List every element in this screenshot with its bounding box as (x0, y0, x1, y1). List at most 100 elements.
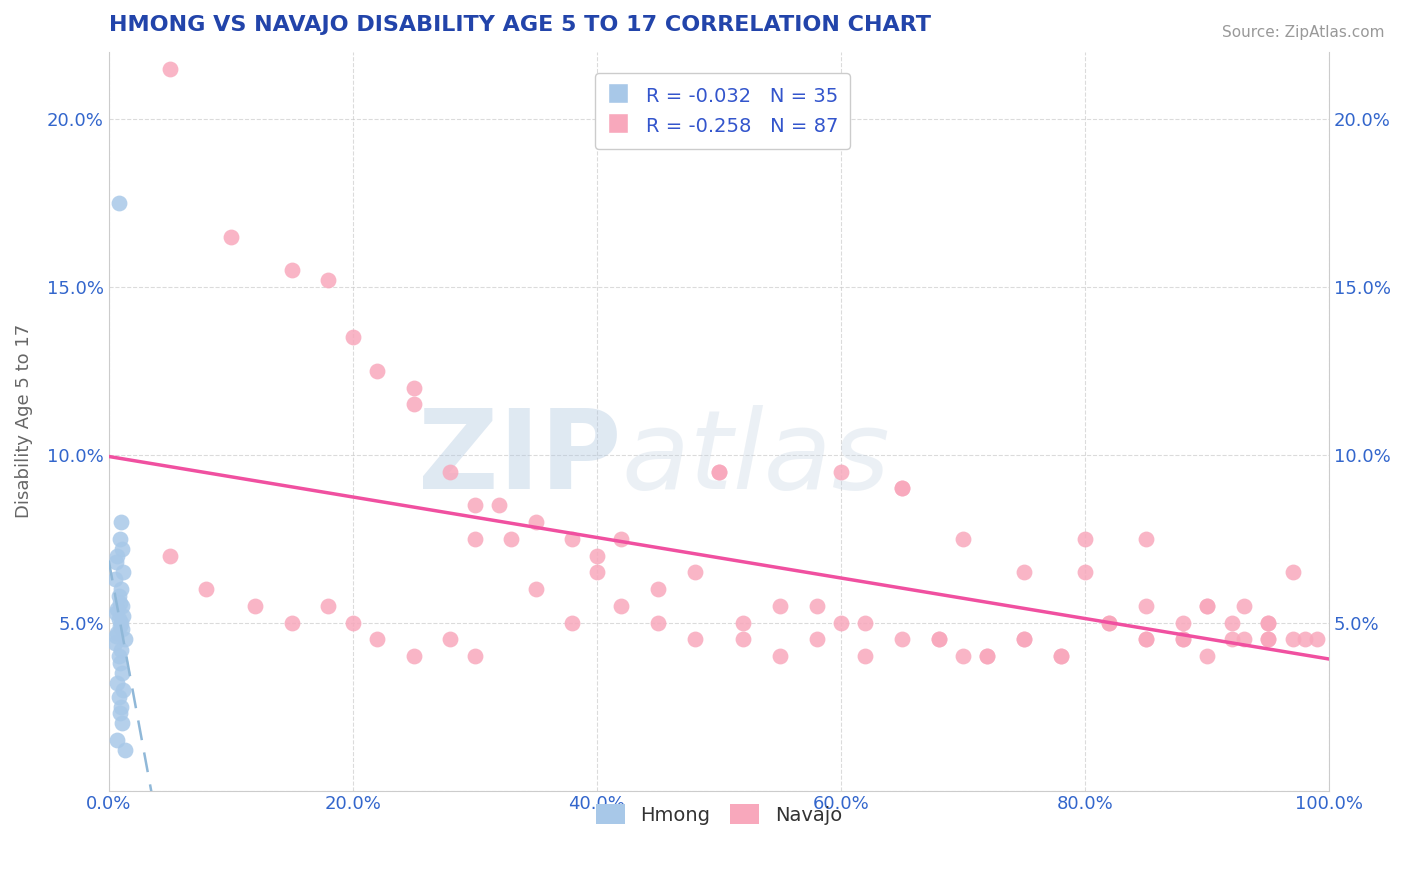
Point (281, 263, 304, 277)
Point (318, 599, 340, 613)
Point (108, 656, 131, 670)
Point (318, 273, 340, 287)
Point (1197, 649, 1219, 664)
Point (1233, 599, 1256, 613)
Point (891, 482, 914, 496)
Point (586, 549, 609, 563)
Point (439, 465, 461, 479)
Legend: Hmong, Navajo: Hmong, Navajo (585, 792, 853, 837)
Point (402, 381, 425, 395)
Point (112, 609, 135, 624)
Point (110, 699, 132, 714)
Point (111, 623, 134, 637)
Point (111, 666, 134, 681)
Point (928, 632, 950, 647)
Point (402, 397, 425, 411)
Point (110, 642, 132, 657)
Point (830, 465, 852, 479)
Point (1012, 632, 1035, 647)
Y-axis label: Disability Age 5 to 17: Disability Age 5 to 17 (15, 324, 32, 518)
Point (1171, 632, 1194, 647)
Point (733, 615, 755, 630)
Point (104, 572, 127, 586)
Point (1171, 615, 1194, 630)
Point (366, 632, 388, 647)
Point (891, 632, 914, 647)
Point (1135, 632, 1157, 647)
Point (853, 649, 876, 664)
Point (524, 582, 547, 596)
Point (1098, 615, 1121, 630)
Point (112, 682, 135, 697)
Point (806, 632, 828, 647)
Point (105, 606, 128, 620)
Point (105, 549, 128, 563)
Point (976, 649, 998, 664)
Point (683, 632, 706, 647)
Point (928, 632, 950, 647)
Point (342, 330, 364, 344)
Point (159, 62, 181, 76)
Point (105, 676, 128, 690)
Point (647, 615, 669, 630)
Point (561, 615, 583, 630)
Text: atlas: atlas (621, 405, 890, 512)
Point (1135, 632, 1157, 647)
Point (1233, 632, 1256, 647)
Point (195, 582, 218, 596)
Text: ZIP: ZIP (418, 405, 621, 512)
Point (610, 599, 633, 613)
Point (1257, 632, 1279, 647)
Point (366, 364, 388, 378)
Point (1135, 532, 1157, 546)
Point (111, 599, 134, 613)
Point (402, 649, 425, 664)
Point (707, 465, 730, 479)
Point (105, 602, 128, 616)
Point (110, 515, 132, 529)
Point (107, 649, 129, 664)
Point (108, 706, 131, 721)
Text: Source: ZipAtlas.com: Source: ZipAtlas.com (1222, 25, 1385, 40)
Text: HMONG VS NAVAJO DISABILITY AGE 5 TO 17 CORRELATION CHART: HMONG VS NAVAJO DISABILITY AGE 5 TO 17 C… (108, 15, 931, 35)
Point (105, 625, 128, 640)
Point (806, 599, 828, 613)
Point (110, 615, 132, 630)
Point (112, 566, 135, 580)
Point (769, 599, 792, 613)
Point (733, 632, 755, 647)
Point (1171, 632, 1194, 647)
Point (586, 566, 609, 580)
Point (107, 589, 129, 603)
Point (1281, 632, 1303, 647)
Point (830, 615, 852, 630)
Point (1220, 615, 1243, 630)
Point (439, 632, 461, 647)
Point (683, 566, 706, 580)
Point (561, 532, 583, 546)
Point (1074, 532, 1097, 546)
Point (707, 465, 730, 479)
Point (1294, 632, 1316, 647)
Point (105, 555, 128, 569)
Point (111, 716, 134, 731)
Point (105, 733, 128, 747)
Point (281, 615, 304, 630)
Point (107, 612, 129, 626)
Point (105, 629, 128, 643)
Point (114, 632, 136, 647)
Point (111, 541, 134, 556)
Point (464, 649, 486, 664)
Point (1281, 566, 1303, 580)
Point (952, 532, 974, 546)
Point (1257, 615, 1279, 630)
Point (464, 532, 486, 546)
Point (159, 549, 181, 563)
Point (1135, 599, 1157, 613)
Point (342, 615, 364, 630)
Point (219, 229, 242, 244)
Point (114, 743, 136, 757)
Point (1049, 649, 1071, 664)
Point (891, 482, 914, 496)
Point (1257, 632, 1279, 647)
